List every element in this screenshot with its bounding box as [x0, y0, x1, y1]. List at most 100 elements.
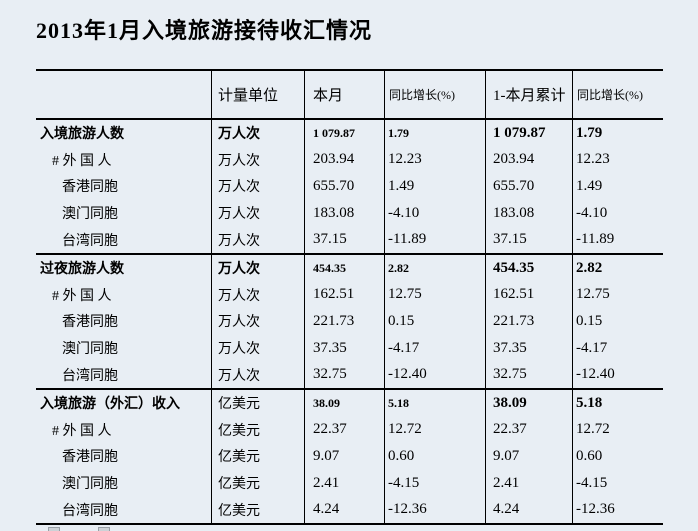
row-label: 台湾同胞 [62, 368, 118, 384]
unit-cell: 万人次 [211, 120, 304, 147]
unit-cell: 亿美元 [211, 469, 304, 497]
yoy-value: -12.40 [384, 361, 485, 388]
month-value: 203.94 [304, 146, 384, 174]
row-label: 澳门同胞 [62, 342, 118, 358]
month-value: 183.08 [304, 199, 384, 227]
cumulative-value: 454.35 [485, 254, 572, 282]
table-row: 台湾同胞 万人次 37.15 -11.89 37.15 -11.89 [36, 226, 663, 253]
cumulative-value: 32.75 [485, 361, 572, 388]
header-month-cell: 本月 [304, 71, 384, 118]
table-row: 澳门同胞 万人次 37.35 -4.17 37.35 -4.17 [36, 334, 663, 362]
month-value: 4.24 [304, 496, 384, 523]
header-label-cell [36, 71, 211, 118]
row-label: # 外 国 人 [52, 423, 112, 439]
cumulative-value: 162.51 [485, 281, 572, 309]
cumulative-yoy-value: -4.10 [572, 199, 663, 227]
row-label: 入境旅游人数 [40, 127, 124, 143]
cumulative-value: 37.15 [485, 226, 572, 253]
cumulative-yoy-value: -12.40 [572, 361, 663, 388]
month-value: 32.75 [304, 361, 384, 388]
cumulative-yoy-value: -12.36 [572, 496, 663, 523]
month-value: 162.51 [304, 281, 384, 309]
table-row: # 外 国 人 万人次 162.51 12.75 162.51 12.75 [36, 281, 663, 309]
unit-cell: 亿美元 [211, 443, 304, 470]
cumulative-value: 2.41 [485, 469, 572, 497]
unit-cell: 万人次 [211, 281, 304, 309]
cumulative-yoy-value: 12.72 [572, 416, 663, 444]
statistics-table: 计量单位 本月 同比增长(%) 1-本月累计 同比增长(%) 入境旅游人数 万人… [36, 69, 663, 525]
row-label: 香港同胞 [62, 180, 118, 196]
yoy-value: 2.82 [384, 254, 485, 282]
yoy-value: 0.60 [384, 443, 485, 470]
cumulative-value: 37.35 [485, 334, 572, 362]
unit-cell: 亿美元 [211, 416, 304, 444]
row-label: 澳门同胞 [62, 207, 118, 223]
yoy-value: -11.89 [384, 226, 485, 253]
clipped-ui-fragment [98, 527, 110, 531]
cumulative-value: 221.73 [485, 308, 572, 335]
unit-cell: 万人次 [211, 199, 304, 227]
row-label: 台湾同胞 [62, 233, 118, 249]
table-header-row: 计量单位 本月 同比增长(%) 1-本月累计 同比增长(%) [36, 69, 663, 120]
yoy-value: 12.75 [384, 281, 485, 309]
table-row: 入境旅游（外汇）收入 亿美元 38.09 5.18 38.09 5.18 [36, 387, 663, 417]
table-row: 香港同胞 万人次 655.70 1.49 655.70 1.49 [36, 173, 663, 200]
unit-cell: 万人次 [211, 308, 304, 335]
month-value: 221.73 [304, 308, 384, 335]
yoy-value: 1.79 [384, 120, 485, 147]
cumulative-yoy-value: 12.75 [572, 281, 663, 309]
yoy-value: -12.36 [384, 496, 485, 523]
cumulative-value: 655.70 [485, 173, 572, 200]
month-value: 454.35 [304, 254, 384, 282]
unit-cell: 万人次 [211, 146, 304, 174]
header-cumulative-cell: 1-本月累计 [485, 71, 572, 118]
cumulative-value: 203.94 [485, 146, 572, 174]
month-value: 655.70 [304, 173, 384, 200]
cumulative-yoy-value: 1.49 [572, 173, 663, 200]
yoy-value: 12.23 [384, 146, 485, 174]
table-row: # 外 国 人 亿美元 22.37 12.72 22.37 12.72 [36, 416, 663, 444]
yoy-value: 5.18 [384, 389, 485, 417]
cumulative-yoy-value: 1.79 [572, 120, 663, 147]
header-unit-cell: 计量单位 [211, 71, 304, 118]
cumulative-value: 1 079.87 [485, 120, 572, 147]
row-label: 香港同胞 [62, 450, 118, 466]
cumulative-value: 4.24 [485, 496, 572, 523]
unit-cell: 亿美元 [211, 496, 304, 523]
cumulative-yoy-value: 5.18 [572, 389, 663, 417]
page-title: 2013年1月入境旅游接待收汇情况 [36, 18, 373, 43]
table-row: 香港同胞 亿美元 9.07 0.60 9.07 0.60 [36, 443, 663, 470]
month-value: 1 079.87 [304, 120, 384, 147]
row-label: 香港同胞 [62, 315, 118, 331]
row-label: # 外 国 人 [52, 288, 112, 304]
table-row: 澳门同胞 万人次 183.08 -4.10 183.08 -4.10 [36, 199, 663, 227]
cumulative-value: 22.37 [485, 416, 572, 444]
row-label: 澳门同胞 [62, 477, 118, 493]
table-row: 过夜旅游人数 万人次 454.35 2.82 454.35 2.82 [36, 252, 663, 282]
cumulative-value: 38.09 [485, 389, 572, 417]
month-value: 37.15 [304, 226, 384, 253]
header-cumulative-yoy-cell: 同比增长(%) [572, 71, 663, 118]
row-label: 台湾同胞 [62, 503, 118, 519]
header-yoy-cell: 同比增长(%) [384, 71, 485, 118]
cumulative-yoy-value: -4.15 [572, 469, 663, 497]
row-label: 入境旅游（外汇）收入 [40, 397, 180, 413]
yoy-value: -4.17 [384, 334, 485, 362]
table-row: 台湾同胞 万人次 32.75 -12.40 32.75 -12.40 [36, 361, 663, 388]
cumulative-yoy-value: 2.82 [572, 254, 663, 282]
row-label: 过夜旅游人数 [40, 262, 124, 278]
clipped-ui-fragment [48, 527, 60, 531]
month-value: 2.41 [304, 469, 384, 497]
yoy-value: 12.72 [384, 416, 485, 444]
table-row: # 外 国 人 万人次 203.94 12.23 203.94 12.23 [36, 146, 663, 174]
yoy-value: -4.15 [384, 469, 485, 497]
month-value: 38.09 [304, 389, 384, 417]
cumulative-yoy-value: 12.23 [572, 146, 663, 174]
table-row: 澳门同胞 亿美元 2.41 -4.15 2.41 -4.15 [36, 469, 663, 497]
unit-cell: 万人次 [211, 226, 304, 253]
unit-cell: 万人次 [211, 334, 304, 362]
unit-cell: 万人次 [211, 173, 304, 200]
cumulative-yoy-value: 0.60 [572, 443, 663, 470]
month-value: 9.07 [304, 443, 384, 470]
unit-cell: 亿美元 [211, 389, 304, 417]
